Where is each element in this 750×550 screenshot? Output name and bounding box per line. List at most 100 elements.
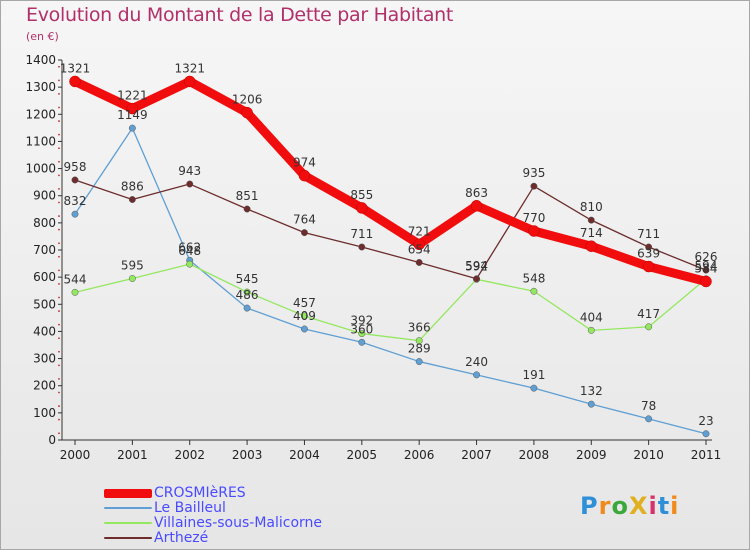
data-point — [415, 259, 423, 266]
y-minor-tick — [58, 242, 60, 245]
proxiti-logo: ProXiti — [580, 492, 679, 520]
y-minor-tick — [58, 418, 60, 421]
data-point — [69, 75, 81, 88]
legend-item: Le Bailleul — [104, 501, 322, 516]
data-label: 662 — [178, 240, 201, 254]
data-label: 654 — [408, 242, 431, 256]
series-line — [74, 179, 707, 280]
data-point — [186, 260, 194, 268]
x-tick-label: 2007 — [461, 448, 492, 462]
y-minor-tick — [58, 296, 60, 299]
data-label: 770 — [522, 211, 545, 225]
y-minor-tick — [58, 65, 60, 68]
data-label: 132 — [580, 384, 603, 398]
x-tick-label: 2011 — [691, 448, 722, 462]
data-point — [241, 106, 253, 119]
legend-label: Arthezé — [154, 530, 209, 546]
logo-letter: i — [648, 492, 658, 520]
x-tick-label: 2001 — [117, 448, 148, 462]
data-point — [702, 430, 710, 438]
data-label: 545 — [236, 272, 259, 286]
data-point — [71, 210, 79, 218]
x-tick-label: 2005 — [347, 448, 378, 462]
y-minor-tick — [58, 269, 60, 272]
data-point — [473, 371, 480, 379]
data-label: 191 — [522, 368, 545, 382]
data-point — [645, 415, 653, 423]
data-point — [298, 169, 311, 182]
y-tick-label: 800 — [33, 216, 56, 230]
data-point — [530, 384, 538, 392]
data-point — [528, 225, 540, 237]
y-minor-tick — [58, 378, 60, 380]
y-minor-tick — [58, 79, 60, 82]
y-minor-tick — [58, 201, 60, 204]
data-label: 714 — [580, 226, 603, 240]
data-label: 289 — [408, 342, 431, 356]
data-label: 648 — [178, 244, 201, 258]
y-minor-tick — [58, 215, 60, 217]
logo-letter: P — [580, 492, 599, 520]
y-minor-tick — [58, 174, 60, 177]
data-label: 366 — [408, 321, 431, 335]
data-label: 711 — [637, 227, 660, 241]
x-tick-label: 2002 — [174, 448, 205, 462]
data-point — [128, 275, 136, 282]
data-label: 78 — [641, 399, 656, 413]
data-label: 958 — [64, 160, 87, 174]
legend-item: Arthezé — [104, 531, 322, 546]
data-point — [530, 182, 538, 190]
legend-item: CROSMIèRES — [104, 486, 322, 501]
data-point — [301, 229, 308, 237]
y-minor-tick — [58, 255, 60, 258]
y-minor-tick — [58, 106, 60, 109]
data-point — [126, 102, 139, 115]
data-point — [358, 243, 366, 251]
data-point — [128, 196, 136, 203]
data-point — [700, 275, 712, 288]
data-point — [473, 275, 480, 283]
data-point — [415, 337, 423, 345]
y-minor-tick — [58, 405, 60, 407]
data-label: 1206 — [232, 93, 263, 107]
y-tick-label: 1200 — [25, 107, 56, 121]
data-point — [186, 180, 194, 188]
x-tick-label: 2010 — [633, 448, 664, 462]
y-tick-label: 100 — [33, 406, 56, 420]
data-point — [243, 304, 251, 312]
data-label: 935 — [522, 166, 545, 180]
logo-letter: t — [657, 492, 671, 520]
data-point — [587, 326, 595, 334]
data-label: 404 — [580, 310, 603, 324]
data-label: 1321 — [60, 61, 91, 75]
data-point — [243, 205, 251, 213]
y-tick-label: 1300 — [25, 80, 56, 94]
series-line — [70, 76, 711, 286]
legend-label: Le Bailleul — [154, 500, 226, 516]
data-label: 417 — [637, 307, 660, 321]
data-label: 457 — [293, 296, 316, 310]
data-point — [183, 75, 196, 88]
data-point — [301, 325, 308, 333]
data-label: 240 — [465, 355, 488, 369]
data-label: 974 — [293, 156, 316, 170]
data-point — [71, 176, 79, 184]
y-tick-label: 200 — [33, 379, 56, 393]
data-label: 486 — [236, 288, 259, 302]
data-label: 594 — [695, 259, 718, 273]
y-tick-label: 500 — [33, 297, 56, 311]
x-tick-label: 2000 — [60, 448, 91, 462]
y-minor-tick — [58, 432, 60, 435]
data-point — [413, 238, 425, 251]
data-label: 626 — [695, 250, 718, 264]
data-point — [530, 287, 538, 295]
x-tick-label: 2008 — [519, 448, 550, 462]
legend-swatch — [104, 507, 152, 509]
data-point — [587, 216, 595, 224]
y-minor-tick — [58, 147, 60, 150]
data-label: 832 — [64, 194, 87, 208]
data-label: 810 — [580, 200, 603, 214]
data-label: 721 — [408, 224, 431, 238]
y-tick-label: 600 — [33, 270, 56, 284]
data-label: 1149 — [117, 108, 148, 122]
